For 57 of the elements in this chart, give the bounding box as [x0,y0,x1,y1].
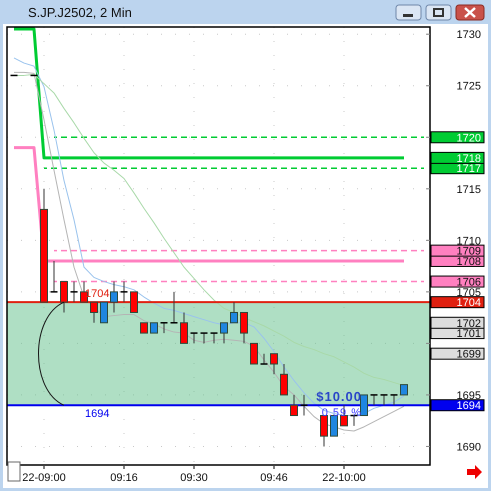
chart-title: S.JP.J2502, 2 Min [28,5,132,20]
candlestick [50,260,58,293]
candlestick [220,322,228,344]
candlestick [330,415,338,437]
candlestick [100,302,108,324]
y-tick-label: 1690 [456,441,481,454]
candlestick [110,281,118,313]
candlestick [90,302,98,324]
x-tick-label: 22-09:00 [22,472,66,484]
candlestick [250,342,258,365]
y2-tick-label: 1708 [456,256,481,268]
candlestick [230,302,238,324]
candlestick [380,394,388,406]
candlestick [170,291,178,324]
candlestick [140,322,148,334]
candlestick [370,394,378,406]
y2-tick-label: 1717 [456,163,481,176]
y2-tick-label: 1709 [456,246,481,258]
candlestick [390,394,398,406]
x-tick-label: 09:46 [260,472,288,484]
candlestick [360,394,368,416]
candlestick [200,332,208,344]
y2-tick-label: 1702 [456,318,481,330]
y-tick-label: 1705 [456,286,481,299]
candlestick [280,364,288,396]
candlestick [400,384,408,396]
candlestick [150,322,158,334]
candlestick [60,281,68,313]
candlestick [320,415,328,447]
ref-line-label: 1694 [456,400,481,412]
candlestick [70,281,78,303]
candlestick [300,394,308,416]
annotation: 1694 [85,408,110,420]
y-tick-label: 1710 [456,235,481,248]
y2-tick-label: 1701 [456,328,481,340]
y-tick-label: 1695 [456,390,481,402]
candlestick [290,394,298,416]
y2-tick-label: 1718 [456,152,481,165]
ref-line-label: 1704 [456,297,481,310]
y2-tick-label: 1699 [456,348,481,361]
candlestick [130,291,138,313]
y2-tick-label: 1706 [456,276,481,289]
candlestick [120,281,128,303]
y-tick-label: 1730 [456,29,481,42]
candlestick [180,312,188,344]
candlestick [260,353,268,365]
x-tick-label: 22-10:00 [322,472,366,484]
y2-tick-label: 1720 [456,132,481,144]
candlestick [270,353,278,375]
y-tick-label: 1715 [456,184,481,196]
candlestick [240,312,248,344]
candlestick [210,332,218,344]
y-tick-label: 1725 [456,80,481,93]
candlestick [190,332,198,344]
x-tick-label: 09:16 [110,472,138,484]
candlestick [160,322,168,334]
x-tick-label: 09:30 [180,472,208,484]
